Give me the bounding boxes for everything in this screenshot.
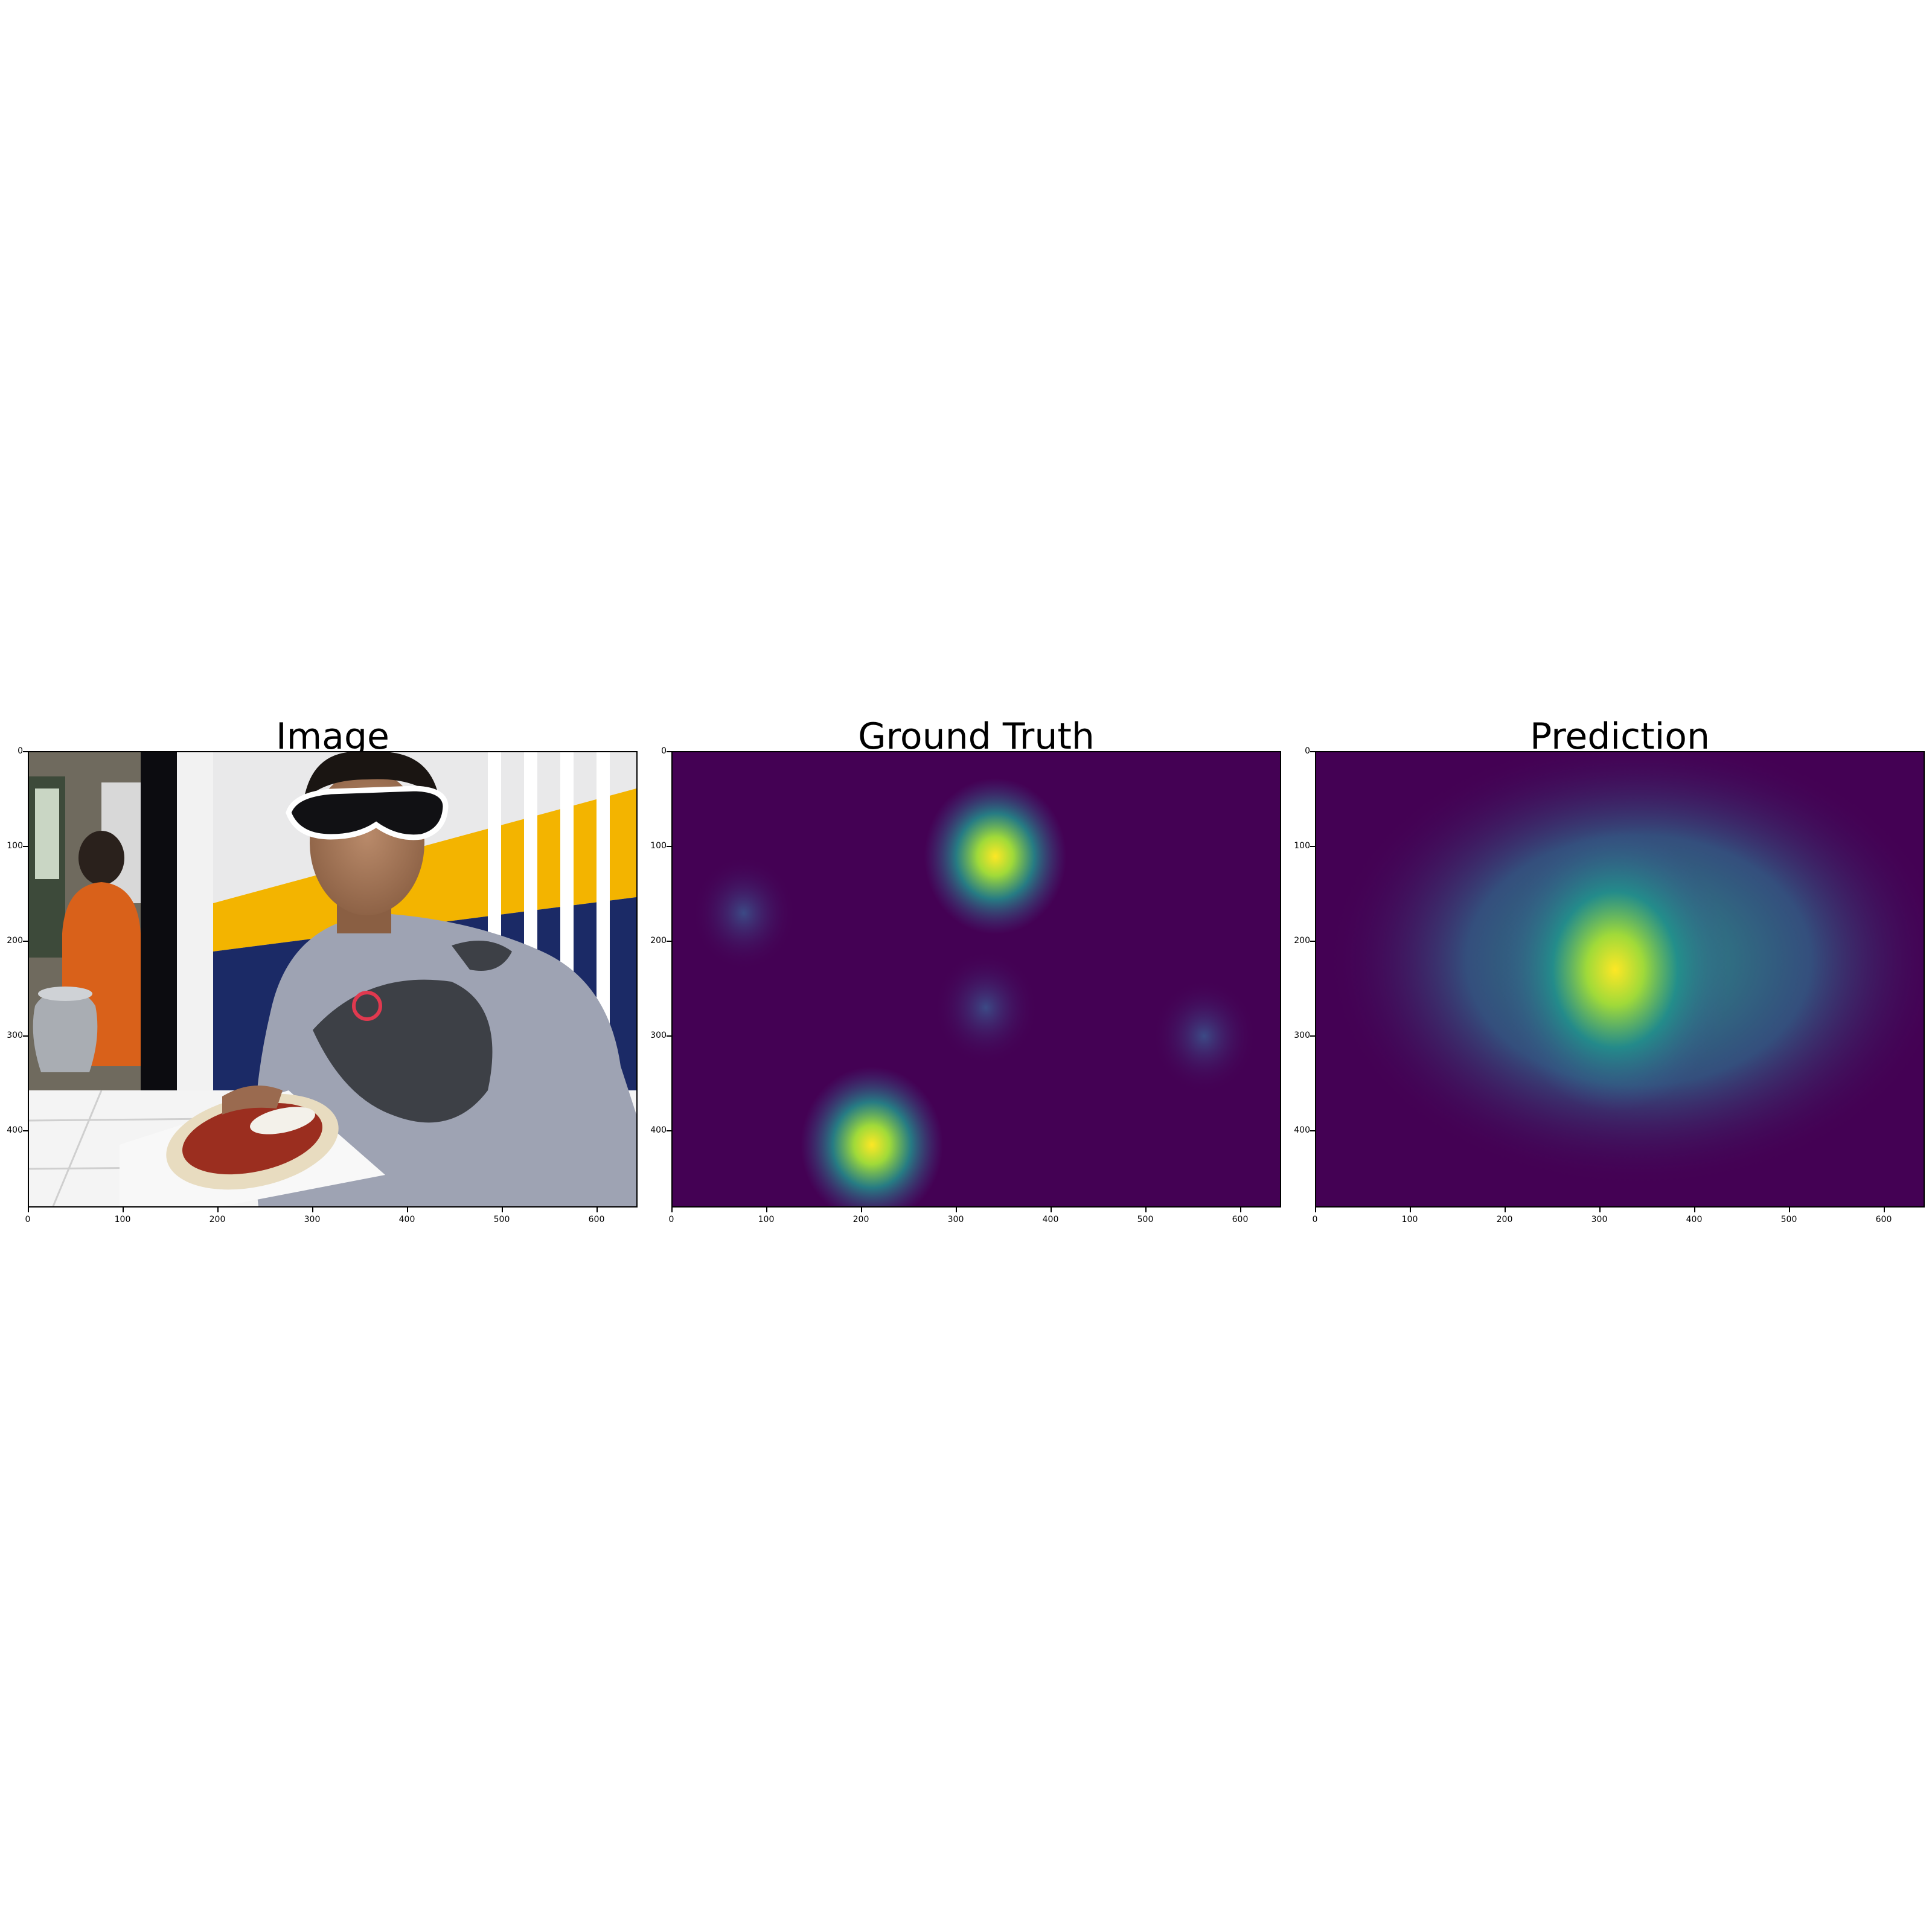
x-tick-mark [1240,1208,1241,1212]
x-tick-mark [1599,1208,1601,1212]
y-tick-mark [23,941,28,942]
heatmap-hotspot [1151,979,1256,1093]
x-tick-label: 0 [25,1215,31,1224]
y-tick-label: 0 [661,746,667,756]
x-tick-mark [1410,1208,1411,1212]
x-tick-label: 500 [493,1215,510,1224]
x-tick-mark [956,1208,957,1212]
x-tick-label: 400 [1042,1215,1059,1224]
y-tick-label: 400 [650,1125,667,1135]
y-tick-label: 200 [1294,936,1310,945]
x-tick-mark [1051,1208,1052,1212]
y-tick-label: 400 [1294,1125,1310,1135]
x-tick-mark [1884,1208,1885,1212]
x-tick-mark [217,1208,219,1212]
y-tick-mark [1310,751,1315,752]
x-tick-label: 400 [1686,1215,1703,1224]
x-tick-label: 600 [588,1215,605,1224]
panel-title: Ground Truth [858,715,1095,758]
x-tick-mark [1789,1208,1790,1212]
x-tick-mark [1505,1208,1506,1212]
x-tick-mark [28,1208,29,1212]
x-tick-label: 200 [1496,1215,1513,1224]
heatmap-hotspot [933,950,1038,1065]
x-tick-mark [671,1208,673,1212]
x-tick-label: 300 [947,1215,964,1224]
y-tick-mark [23,846,28,847]
panel-title: Image [276,715,389,758]
y-tick-label: 300 [650,1031,667,1040]
x-tick-label: 0 [668,1215,674,1224]
x-tick-label: 500 [1137,1215,1154,1224]
x-tick-label: 100 [114,1215,131,1224]
x-tick-label: 600 [1232,1215,1249,1224]
y-tick-mark [1310,1130,1315,1131]
y-tick-label: 0 [1305,746,1310,756]
y-tick-mark [23,1035,28,1037]
x-tick-mark [1694,1208,1695,1212]
x-tick-label: 100 [758,1215,775,1224]
x-tick-label: 500 [1780,1215,1797,1224]
panel-prediction: Prediction 0 100 200 300 400 0 100 200 3… [1294,712,1925,1256]
heatmap-hotspot [691,856,796,971]
y-tick-label: 300 [7,1031,23,1040]
y-tick-mark [23,1130,28,1131]
y-tick-mark [1310,941,1315,942]
x-tick-mark [123,1208,124,1212]
heatmap-plot [1315,751,1925,1208]
panel-title: Prediction [1529,715,1710,758]
y-tick-mark [23,751,28,752]
y-tick-label: 200 [7,936,23,945]
x-tick-mark [597,1208,598,1212]
y-tick-mark [1310,846,1315,847]
y-tick-label: 0 [18,746,23,756]
heatmap-ground-truth [673,752,1280,1206]
panel-ground-truth: Ground Truth 0 100 200 300 400 0 100 200… [650,712,1281,1256]
x-tick-label: 300 [304,1215,321,1224]
y-tick-label: 400 [7,1125,23,1135]
heatmap-plot [671,751,1281,1208]
x-tick-label: 600 [1875,1215,1892,1224]
y-tick-mark [667,846,671,847]
x-tick-mark [1145,1208,1147,1212]
x-tick-mark [1315,1208,1316,1212]
x-tick-label: 200 [209,1215,226,1224]
y-tick-label: 100 [7,841,23,851]
x-tick-label: 200 [852,1215,869,1224]
y-tick-label: 100 [650,841,667,851]
heatmap-prediction [1316,752,1924,1206]
heatmap-hotspot [801,1066,943,1206]
x-tick-label: 400 [398,1215,415,1224]
x-tick-mark [502,1208,503,1212]
y-tick-label: 300 [1294,1031,1310,1040]
y-tick-mark [667,1035,671,1037]
x-tick-label: 300 [1591,1215,1608,1224]
photo-illustration [29,752,636,1206]
x-tick-mark [766,1208,767,1212]
heatmap-hotspot [924,778,1067,935]
x-tick-label: 0 [1312,1215,1318,1224]
x-tick-mark [312,1208,313,1212]
panel-image: Image [7,712,638,1256]
y-tick-label: 200 [650,936,667,945]
y-tick-mark [1310,1035,1315,1037]
y-tick-mark [667,751,671,752]
y-tick-mark [667,941,671,942]
y-tick-label: 100 [1294,841,1310,851]
x-tick-mark [861,1208,862,1212]
x-tick-label: 100 [1401,1215,1418,1224]
heatmap-hotspot [1501,828,1729,1112]
photo-plot [28,751,638,1208]
x-tick-mark [407,1208,408,1212]
y-tick-mark [667,1130,671,1131]
